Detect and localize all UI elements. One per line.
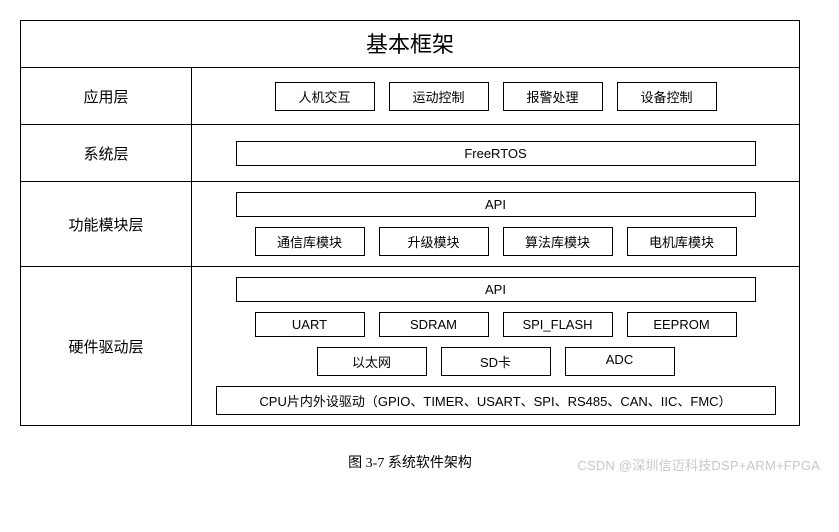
layer-label: 硬件驱动层 <box>21 267 192 425</box>
box-line: UART SDRAM SPI_FLASH EEPROM <box>206 312 785 337</box>
module-box: 通信库模块 <box>255 227 365 256</box>
figure-caption: 图 3-7 系统软件架构 <box>348 456 472 471</box>
box-line: API <box>206 277 785 302</box>
layer-label: 功能模块层 <box>21 182 192 266</box>
module-box: CPU片内外设驱动（GPIO、TIMER、USART、SPI、RS485、CAN… <box>216 386 776 415</box>
box-line: CPU片内外设驱动（GPIO、TIMER、USART、SPI、RS485、CAN… <box>206 386 785 415</box>
layer-hardware-driver: 硬件驱动层 API UART SDRAM SPI_FLASH EEPROM 以太… <box>21 267 799 425</box>
module-box: 算法库模块 <box>503 227 613 256</box>
layer-content: FreeRTOS <box>192 125 799 181</box>
architecture-diagram: 基本框架 应用层 人机交互 运动控制 报警处理 设备控制 系统层 FreeRTO… <box>20 20 800 426</box>
module-box: API <box>236 192 756 217</box>
layer-label: 应用层 <box>21 68 192 124</box>
module-box: 报警处理 <box>503 82 603 111</box>
layer-content: API UART SDRAM SPI_FLASH EEPROM 以太网 SD卡 … <box>192 267 799 425</box>
box-line: 通信库模块 升级模块 算法库模块 电机库模块 <box>206 227 785 256</box>
module-box: 电机库模块 <box>627 227 737 256</box>
module-box: 运动控制 <box>389 82 489 111</box>
module-box: 以太网 <box>317 347 427 376</box>
box-line: 以太网 SD卡 ADC <box>206 347 785 376</box>
layer-label: 系统层 <box>21 125 192 181</box>
module-box: API <box>236 277 756 302</box>
module-box: ADC <box>565 347 675 376</box>
module-box: SD卡 <box>441 347 551 376</box>
figure-caption-row: 图 3-7 系统软件架构 CSDN @深圳信迈科技DSP+ARM+FPGA <box>20 452 800 472</box>
module-box: SDRAM <box>379 312 489 337</box>
module-box: 人机交互 <box>275 82 375 111</box>
box-line: API <box>206 192 785 217</box>
layer-content: 人机交互 运动控制 报警处理 设备控制 <box>192 68 799 124</box>
box-line: 人机交互 运动控制 报警处理 设备控制 <box>206 82 785 111</box>
module-box: 设备控制 <box>617 82 717 111</box>
module-box: 升级模块 <box>379 227 489 256</box>
layer-system: 系统层 FreeRTOS <box>21 125 799 182</box>
box-line: FreeRTOS <box>206 141 785 166</box>
diagram-title: 基本框架 <box>21 21 799 68</box>
module-box: SPI_FLASH <box>503 312 613 337</box>
module-box: UART <box>255 312 365 337</box>
layer-content: API 通信库模块 升级模块 算法库模块 电机库模块 <box>192 182 799 266</box>
watermark-text: CSDN @深圳信迈科技DSP+ARM+FPGA <box>577 455 820 474</box>
layer-application: 应用层 人机交互 运动控制 报警处理 设备控制 <box>21 68 799 125</box>
module-box: FreeRTOS <box>236 141 756 166</box>
module-box: EEPROM <box>627 312 737 337</box>
layer-function-modules: 功能模块层 API 通信库模块 升级模块 算法库模块 电机库模块 <box>21 182 799 267</box>
